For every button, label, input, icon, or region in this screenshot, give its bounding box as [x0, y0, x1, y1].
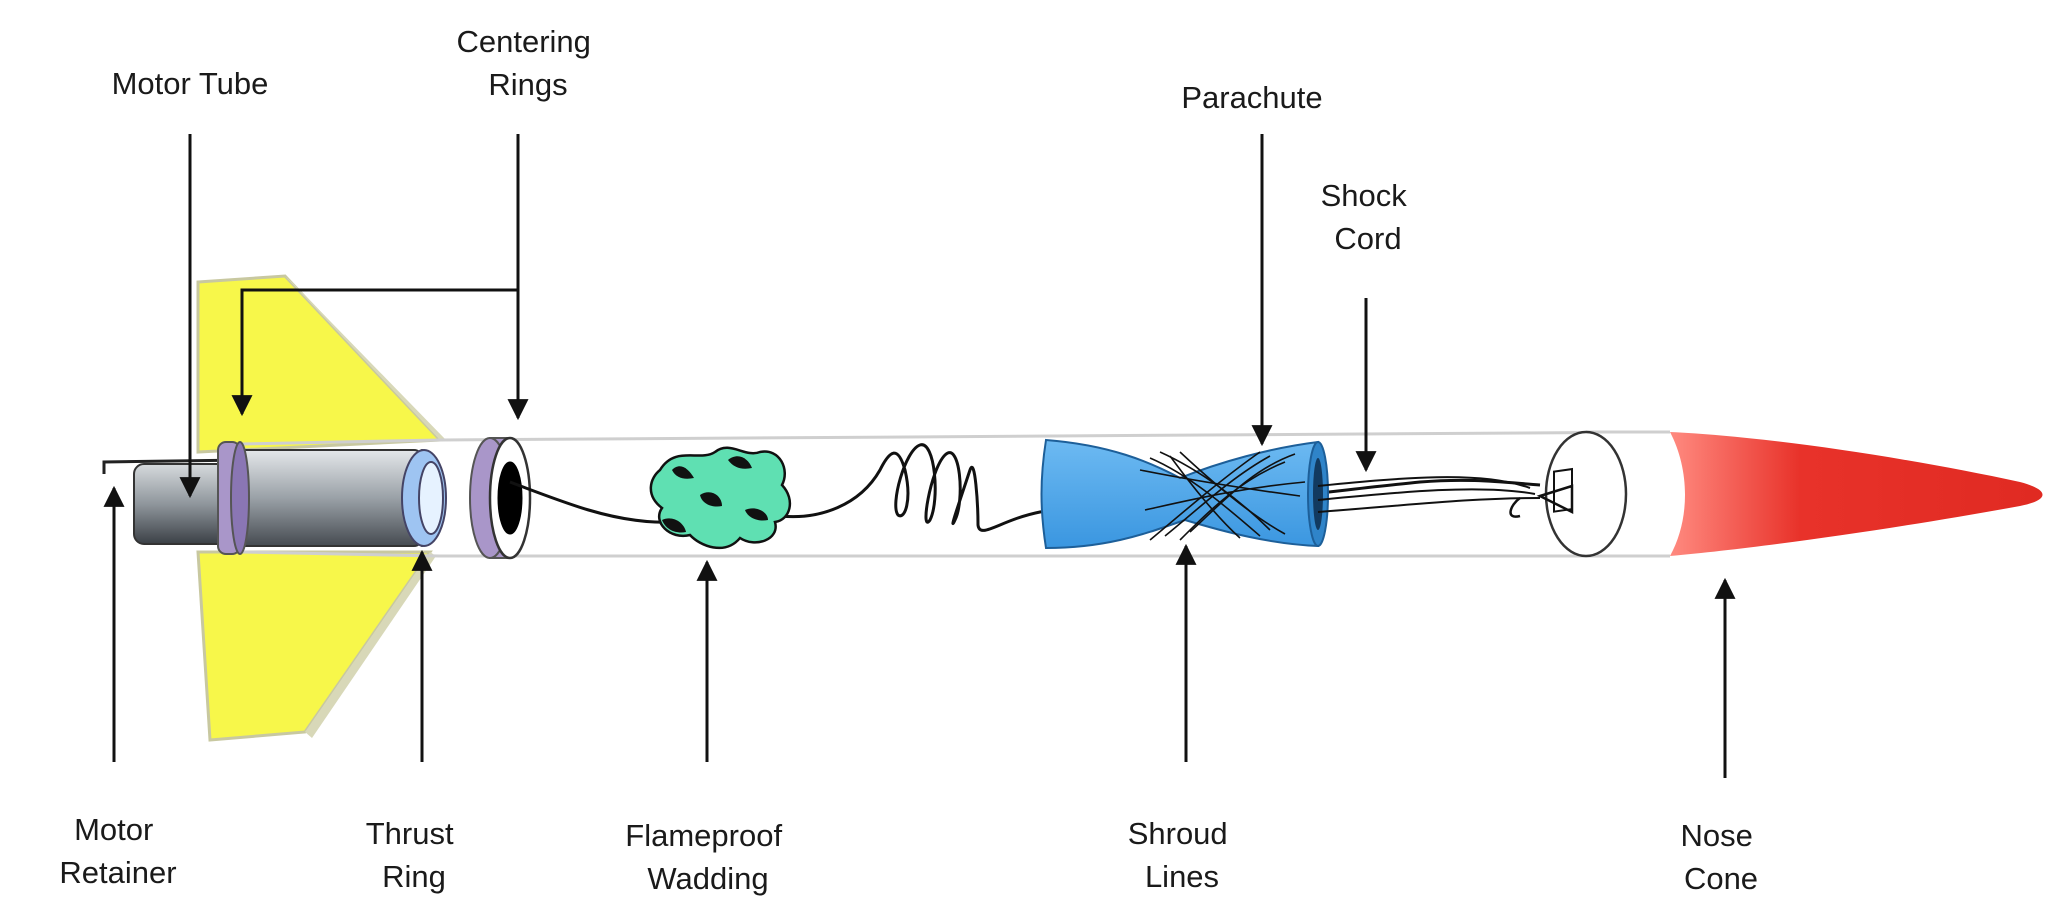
label-flameproof-wadding-line1: Flameproof [625, 818, 782, 853]
forward-centering-ring [469, 436, 532, 560]
label-nose-cone-line2: Cone [1684, 861, 1758, 896]
label-motor-retainer-line2: Retainer [59, 855, 176, 890]
fins [196, 274, 446, 742]
label-shroud-lines-line1: Shroud [1128, 816, 1228, 851]
arrows [103, 134, 1736, 778]
label-flameproof-wadding-line2: Wadding [647, 861, 768, 896]
label-centering-rings: Centering Rings [456, 24, 599, 102]
flameproof-wadding [649, 446, 792, 550]
nose-shoulder [1509, 430, 1670, 558]
label-flameproof-wadding: Flameproof Wadding [625, 818, 790, 896]
label-shroud-lines: Shroud Lines [1128, 816, 1237, 894]
label-shock-cord-line1: Shock [1321, 178, 1408, 213]
label-shroud-lines-line2: Lines [1145, 859, 1219, 894]
label-thrust-ring-line2: Ring [382, 859, 446, 894]
label-thrust-ring-line1: Thrust [366, 816, 454, 851]
parachute [1040, 438, 1329, 550]
label-motor-retainer: Motor Retainer [59, 812, 176, 890]
nose-cone [1670, 432, 2043, 556]
body-tube [239, 430, 1671, 558]
shroud-lines-to-nose [1317, 476, 1541, 513]
motor-retainer-hook [102, 458, 247, 474]
label-centering-rings-line1: Centering [456, 24, 590, 59]
label-shock-cord: Shock Cord [1321, 178, 1416, 256]
arrow-centering-ring-rear [231, 288, 518, 417]
label-parachute: Parachute [1181, 80, 1322, 115]
lower-fin [196, 550, 433, 742]
shroud-line-wraps [1139, 451, 1306, 541]
label-motor-tube: Motor Tube [112, 66, 269, 101]
label-shock-cord-line2: Cord [1334, 221, 1401, 256]
label-nose-cone-line1: Nose [1681, 818, 1753, 853]
motor-tube [231, 449, 431, 547]
rear-centering-ring [217, 441, 250, 555]
upper-fin [196, 274, 444, 454]
label-motor-retainer-line1: Motor [74, 812, 153, 847]
label-thrust-ring: Thrust Ring [366, 816, 462, 894]
label-centering-rings-line2: Rings [488, 67, 567, 102]
thrust-ring [401, 449, 447, 547]
label-nose-cone: Nose Cone [1681, 818, 1762, 896]
